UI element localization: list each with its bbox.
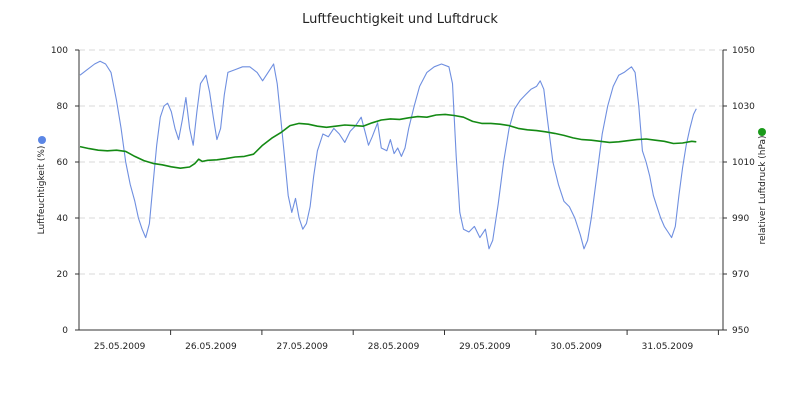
y-left-tick-label: 40: [57, 214, 69, 224]
x-tick-label: 28.05.2009: [368, 342, 420, 352]
grid-layer: [79, 49, 723, 275]
x-tick-label: 25.05.2009: [94, 342, 146, 352]
pressure-series-line: [79, 113, 697, 169]
x-tick-label: 26.05.2009: [185, 342, 237, 352]
y-right-tick-label: 1030: [732, 102, 755, 112]
y-right-tick-label: 970: [732, 270, 749, 280]
y-left-tick-label: 80: [57, 102, 69, 112]
humidity-legend-marker: [38, 136, 46, 144]
y-left-tick-label: 100: [51, 46, 68, 56]
series-layer: [79, 60, 697, 250]
chart-title: Luftfeuchtigkeit und Luftdruck: [302, 12, 498, 27]
pressure-legend-marker: [758, 128, 766, 136]
y-left-tick-label: 60: [57, 158, 69, 168]
x-tick-label: 29.05.2009: [459, 342, 511, 352]
y-right-tick-label: 1050: [732, 46, 755, 56]
x-tick-label: 31.05.2009: [642, 342, 694, 352]
y-left-tick-label: 0: [62, 326, 68, 336]
y-axis-left-label: Luftfeuchtigkeit (%): [37, 146, 47, 235]
y-left-tick-label: 20: [57, 270, 69, 280]
humidity-series-line: [79, 60, 697, 250]
axes-layer: 0 20 40 60 80 100 950 970 990 1010 1030 1050 25.05.2…: [51, 46, 755, 352]
x-tick-label: 30.05.2009: [550, 342, 602, 352]
y-axis-right-label: relativer Luftdruck (hPa): [758, 135, 768, 244]
y-right-tick-label: 950: [732, 326, 749, 336]
y-right-tick-label: 990: [732, 214, 749, 224]
x-tick-label: 27.05.2009: [276, 342, 328, 352]
y-right-tick-label: 1010: [732, 158, 755, 168]
